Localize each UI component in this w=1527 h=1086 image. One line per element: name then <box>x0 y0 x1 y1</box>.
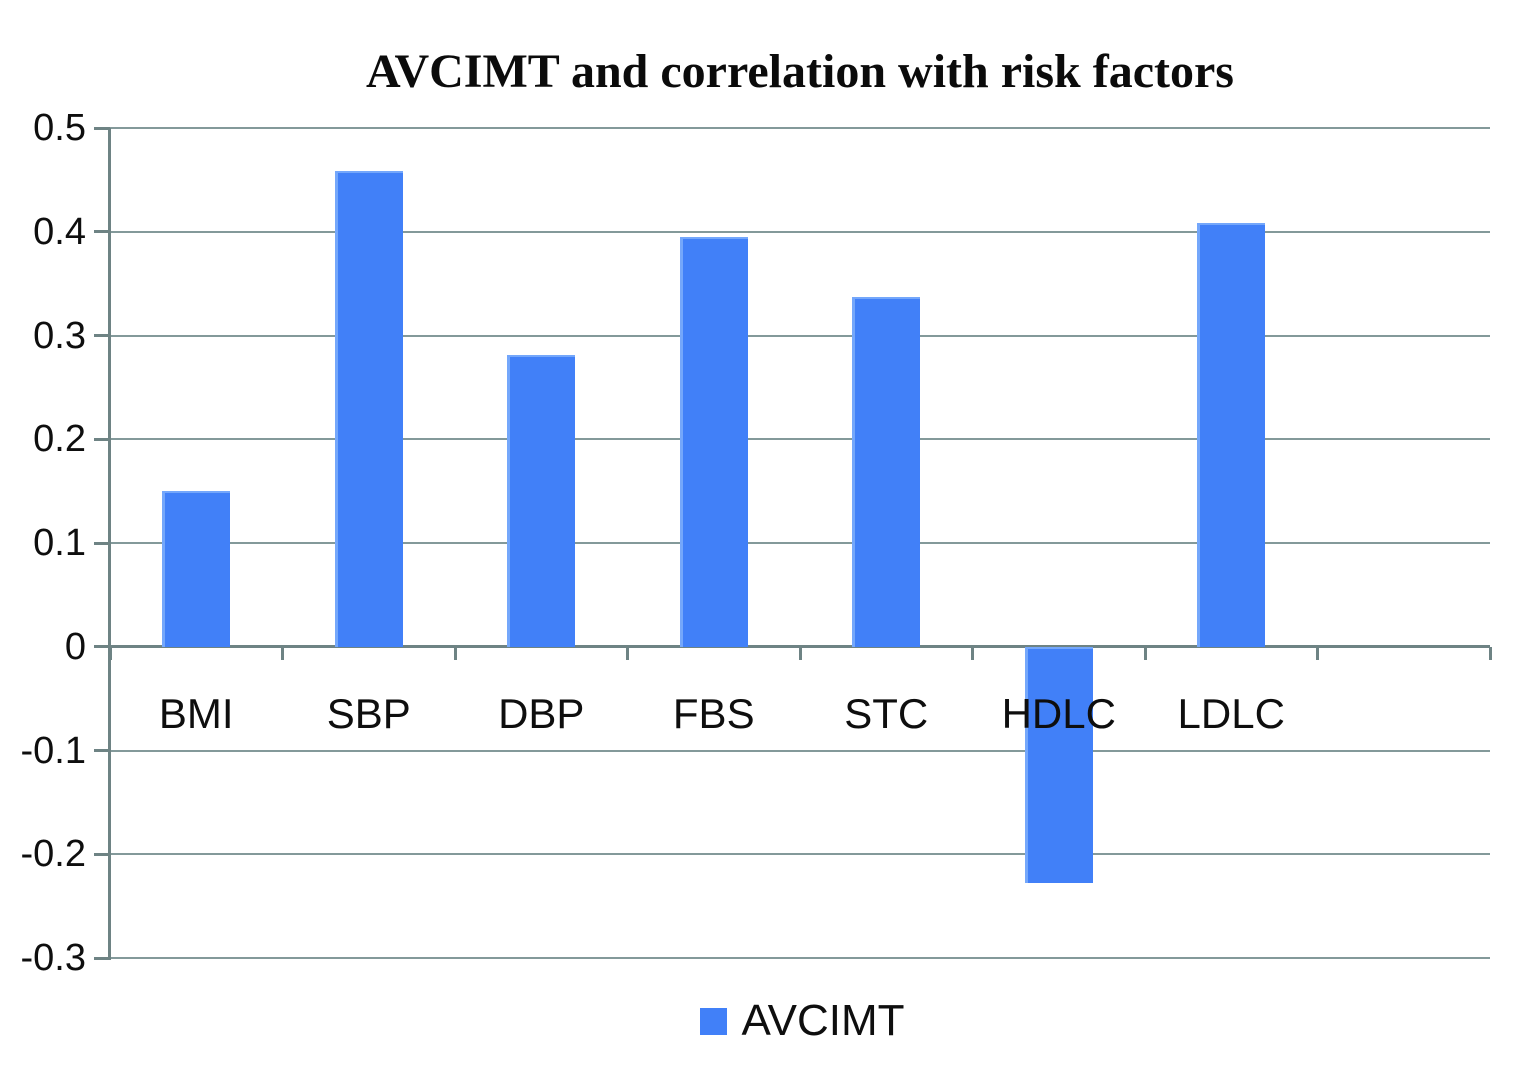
gridline <box>110 853 1490 856</box>
y-axis-tick <box>94 437 110 441</box>
x-axis-tick <box>798 646 802 660</box>
y-axis-tick <box>94 749 110 752</box>
y-axis-tick <box>94 230 110 234</box>
y-tick-label: 0 <box>64 625 86 668</box>
x-axis-tick <box>1488 646 1492 660</box>
x-axis-tick <box>971 646 974 660</box>
y-axis-line <box>108 128 111 960</box>
y-axis-tick <box>94 126 110 130</box>
x-axis-tick <box>1143 646 1147 660</box>
gridline <box>110 127 1490 129</box>
chart-title: AVCIMT and correlation with risk factors <box>366 45 1234 98</box>
gridline <box>110 542 1490 544</box>
y-axis-tick <box>94 956 110 960</box>
y-tick-label: -0.3 <box>20 937 86 979</box>
legend: AVCIMT <box>0 998 1527 1044</box>
x-label-ldlc: LDLC <box>1177 689 1285 737</box>
x-label-fbs: FBS <box>672 689 755 737</box>
y-tick-label: 0.5 <box>33 107 86 149</box>
legend-label: AVCIMT <box>741 996 905 1045</box>
bar-dbp <box>507 355 576 647</box>
gridline <box>110 334 1490 337</box>
y-tick-label: 0.2 <box>33 418 86 461</box>
x-label-dbp: DBP <box>498 689 585 737</box>
y-tick-label: 0.1 <box>33 522 86 564</box>
gridline <box>110 957 1490 959</box>
x-label-hdlc: HDLC <box>1001 689 1116 737</box>
y-tick-label: -0.2 <box>20 833 86 876</box>
x-label-bmi: BMI <box>158 689 234 737</box>
gridline <box>110 438 1490 441</box>
bar-ldlc <box>1197 223 1266 647</box>
x-axis-tick <box>108 646 112 660</box>
x-label-stc: STC <box>844 689 929 737</box>
x-axis-tick <box>1316 646 1319 660</box>
bar-bmi <box>162 491 231 647</box>
y-axis-tick <box>94 852 110 856</box>
gridline <box>110 230 1490 233</box>
bar-fbs <box>679 236 748 647</box>
x-label-sbp: SBP <box>326 689 411 737</box>
x-axis-tick <box>281 646 284 660</box>
x-axis-tick <box>453 646 457 660</box>
legend-swatch-icon <box>699 1007 727 1035</box>
y-tick-label: -0.1 <box>20 729 86 772</box>
x-axis-tick <box>626 646 629 660</box>
bar-sbp <box>334 170 403 647</box>
bar-stc <box>852 297 921 647</box>
y-axis-tick <box>94 334 110 337</box>
y-tick-label: 0.3 <box>33 314 86 357</box>
bar-hdlc <box>1024 646 1093 884</box>
y-axis-tick <box>94 645 110 649</box>
y-axis-tick <box>94 541 110 545</box>
y-tick-label: 0.4 <box>33 210 86 253</box>
gridline <box>110 749 1490 752</box>
